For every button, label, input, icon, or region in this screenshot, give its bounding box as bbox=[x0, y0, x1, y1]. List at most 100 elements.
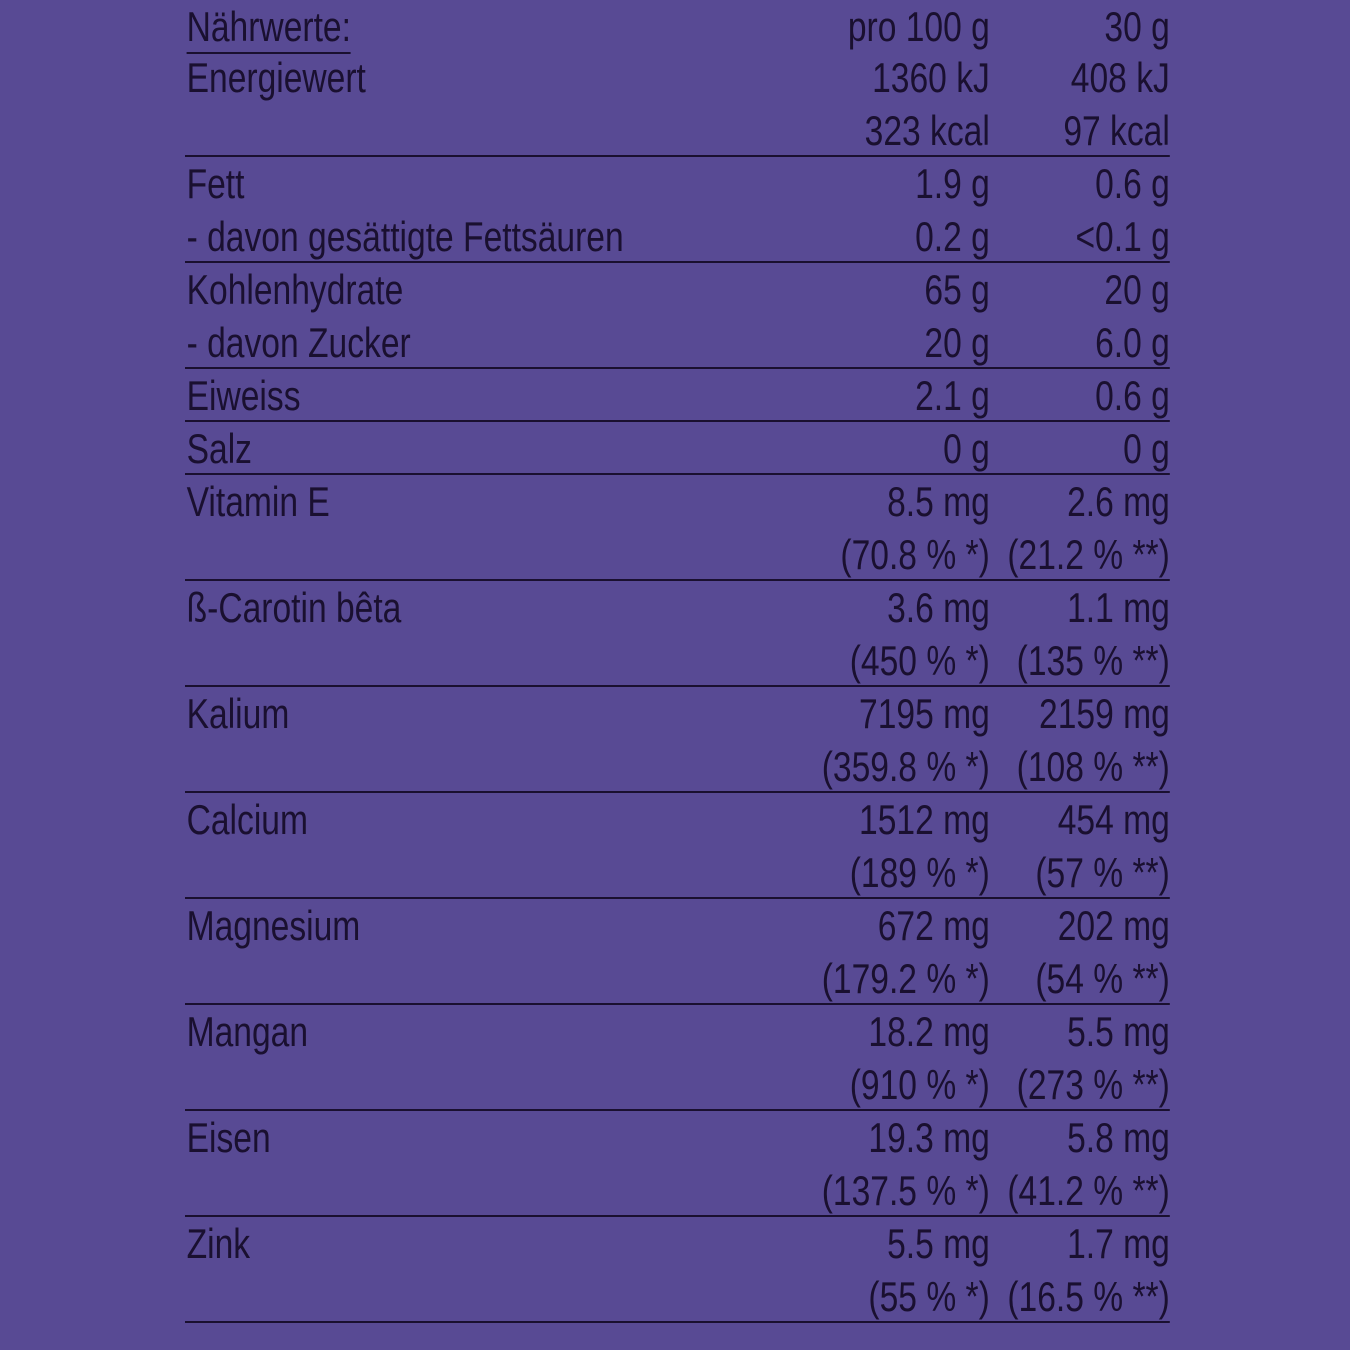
table-row: 323 kcal 97 kcal bbox=[185, 104, 1170, 155]
value-per-30g: 1.7 mg bbox=[1067, 1220, 1170, 1267]
value-per-30g: 2.6 mg bbox=[1067, 478, 1170, 525]
nutrient-label: Fett bbox=[186, 160, 245, 207]
nutrient-label bbox=[185, 634, 750, 687]
table-row: ß-Carotin bêta 3.6 mg 1.1 mg bbox=[185, 581, 1170, 634]
value-per-30g: 0 g bbox=[1123, 425, 1170, 472]
table-row: Fett 1.9 g 0.6 g bbox=[185, 157, 1170, 210]
nutrient-group: Calcium 1512 mg 454 mg (189 % *) (57 % **) bbox=[185, 793, 1170, 899]
nutrient-group: ß-Carotin bêta 3.6 mg 1.1 mg (450 % *) (135 … bbox=[185, 581, 1170, 687]
nutrient-label bbox=[185, 104, 750, 157]
value-per-100g: 323 kcal bbox=[864, 107, 990, 154]
value-per-30g: (54 % **) bbox=[1035, 955, 1170, 1002]
nutrient-group: Zink 5.5 mg 1.7 mg (55 % *) (16.5 % **) bbox=[185, 1217, 1170, 1323]
table-row: Magnesium 672 mg 202 mg bbox=[185, 899, 1170, 952]
table-row: Salz 0 g 0 g bbox=[185, 422, 1170, 473]
table-row: (450 % *) (135 % **) bbox=[185, 634, 1170, 685]
value-per-30g: 0.6 g bbox=[1095, 160, 1170, 207]
nutrient-label: Magnesium bbox=[186, 902, 361, 949]
nutrient-label bbox=[185, 1270, 750, 1323]
nutrient-label: Kalium bbox=[186, 690, 290, 737]
table-row: Eiweiss 2.1 g 0.6 g bbox=[185, 369, 1170, 420]
value-per-100g: 20 g bbox=[924, 319, 990, 366]
value-per-30g: 6.0 g bbox=[1095, 319, 1170, 366]
table-row: (910 % *) (273 % **) bbox=[185, 1058, 1170, 1109]
nutrient-label bbox=[185, 846, 750, 899]
value-per-100g: 2.1 g bbox=[915, 372, 990, 419]
value-per-100g: 8.5 mg bbox=[887, 478, 990, 525]
value-per-100g: (137.5 % *) bbox=[821, 1167, 990, 1214]
nutrient-label: Mangan bbox=[186, 1008, 309, 1055]
table-row: (179.2 % *) (54 % **) bbox=[185, 952, 1170, 1003]
value-per-100g: (910 % *) bbox=[849, 1061, 990, 1108]
table-row: - davon Zucker 20 g 6.0 g bbox=[185, 316, 1170, 367]
value-per-30g: 408 kJ bbox=[1070, 54, 1170, 101]
value-per-100g: 1360 kJ bbox=[872, 54, 990, 101]
table-header: Nährwerte: pro 100 g 30 g bbox=[185, 0, 1170, 54]
nutrient-label: - davon gesättigte Fettsäuren bbox=[186, 213, 624, 260]
value-per-30g: (41.2 % **) bbox=[1007, 1167, 1170, 1214]
value-per-100g: 1.9 g bbox=[915, 160, 990, 207]
nutrient-label: Salz bbox=[186, 425, 252, 472]
value-per-30g: (21.2 % **) bbox=[1007, 531, 1170, 578]
value-per-30g: (57 % **) bbox=[1035, 849, 1170, 896]
header-row: Nährwerte: pro 100 g 30 g bbox=[185, 0, 1170, 54]
nutrient-group: Eisen 19.3 mg 5.8 mg (137.5 % *) (41.2 % **) bbox=[185, 1111, 1170, 1217]
value-per-100g: 5.5 mg bbox=[887, 1220, 990, 1267]
nutrient-group: Mangan 18.2 mg 5.5 mg (910 % *) (273 % **) bbox=[185, 1005, 1170, 1111]
nutrient-label: - davon Zucker bbox=[186, 319, 411, 366]
table-row: (359.8 % *) (108 % **) bbox=[185, 740, 1170, 791]
table-row: Energiewert 1360 kJ 408 kJ bbox=[185, 51, 1170, 104]
value-per-100g: 19.3 mg bbox=[868, 1114, 990, 1161]
table-row: - davon gesättigte Fettsäuren 0.2 g <0.1 g bbox=[185, 210, 1170, 261]
nutrient-label: Calcium bbox=[186, 796, 308, 843]
table-row: Eisen 19.3 mg 5.8 mg bbox=[185, 1111, 1170, 1164]
value-per-30g: 20 g bbox=[1104, 266, 1170, 313]
nutrient-label: Zink bbox=[186, 1220, 251, 1267]
nutrient-group: Salz 0 g 0 g bbox=[185, 422, 1170, 475]
nutrient-label: Kohlenhydrate bbox=[186, 266, 404, 313]
value-per-100g: 1512 mg bbox=[859, 796, 990, 843]
value-per-100g: (179.2 % *) bbox=[821, 955, 990, 1002]
header-col-per-30g: 30 g bbox=[1104, 3, 1170, 50]
header-label: Nährwerte: bbox=[185, 0, 750, 54]
value-per-100g: 3.6 mg bbox=[887, 584, 990, 631]
value-per-30g: (273 % **) bbox=[1016, 1061, 1170, 1108]
nutrient-group: Energiewert 1360 kJ 408 kJ 323 kcal 97 kcal bbox=[185, 51, 1170, 157]
value-per-30g: 1.1 mg bbox=[1067, 584, 1170, 631]
value-per-30g: <0.1 g bbox=[1075, 213, 1170, 260]
nutrient-group: Fett 1.9 g 0.6 g- davon gesättigte Fettsäu… bbox=[185, 157, 1170, 263]
nutrient-label bbox=[185, 1058, 750, 1111]
nutrient-label: Energiewert bbox=[186, 54, 366, 101]
value-per-30g: (16.5 % **) bbox=[1007, 1273, 1170, 1320]
table-row: (137.5 % *) (41.2 % **) bbox=[185, 1164, 1170, 1215]
nutrient-group: Magnesium 672 mg 202 mg (179.2 % *) (54 % **… bbox=[185, 899, 1170, 1005]
value-per-30g: 202 mg bbox=[1057, 902, 1170, 949]
nutrient-label: ß-Carotin bêta bbox=[186, 584, 402, 631]
value-per-100g: (55 % *) bbox=[868, 1273, 990, 1320]
nutrient-label: Eiweiss bbox=[186, 372, 301, 419]
nutrient-label: Vitamin E bbox=[186, 478, 330, 525]
value-per-100g: (359.8 % *) bbox=[821, 743, 990, 790]
value-per-100g: 18.2 mg bbox=[868, 1008, 990, 1055]
nutrient-label bbox=[185, 952, 750, 1005]
table-row: Mangan 18.2 mg 5.5 mg bbox=[185, 1005, 1170, 1058]
table-row: Vitamin E 8.5 mg 2.6 mg bbox=[185, 475, 1170, 528]
value-per-30g: (108 % **) bbox=[1016, 743, 1170, 790]
nutrient-group: Vitamin E 8.5 mg 2.6 mg (70.8 % *) (21.2 % *… bbox=[185, 475, 1170, 581]
value-per-100g: 672 mg bbox=[877, 902, 990, 949]
value-per-30g: 97 kcal bbox=[1063, 107, 1170, 154]
nutrient-label: Eisen bbox=[186, 1114, 271, 1161]
table-row: Zink 5.5 mg 1.7 mg bbox=[185, 1217, 1170, 1270]
value-per-100g: (450 % *) bbox=[849, 637, 990, 684]
value-per-100g: 65 g bbox=[924, 266, 990, 313]
nutrient-group: Kalium 7195 mg 2159 mg (359.8 % *) (108 % **… bbox=[185, 687, 1170, 793]
table-row: (55 % *) (16.5 % **) bbox=[185, 1270, 1170, 1323]
value-per-30g: (135 % **) bbox=[1016, 637, 1170, 684]
value-per-100g: 0 g bbox=[943, 425, 990, 472]
value-per-100g: (70.8 % *) bbox=[840, 531, 990, 578]
table-row: Calcium 1512 mg 454 mg bbox=[185, 793, 1170, 846]
table-row: (189 % *) (57 % **) bbox=[185, 846, 1170, 897]
nutrition-table: Nährwerte: pro 100 g 30 g Energiewert 136… bbox=[185, 0, 1170, 1323]
table-row: Kalium 7195 mg 2159 mg bbox=[185, 687, 1170, 740]
table-row: Kohlenhydrate 65 g 20 g bbox=[185, 263, 1170, 316]
